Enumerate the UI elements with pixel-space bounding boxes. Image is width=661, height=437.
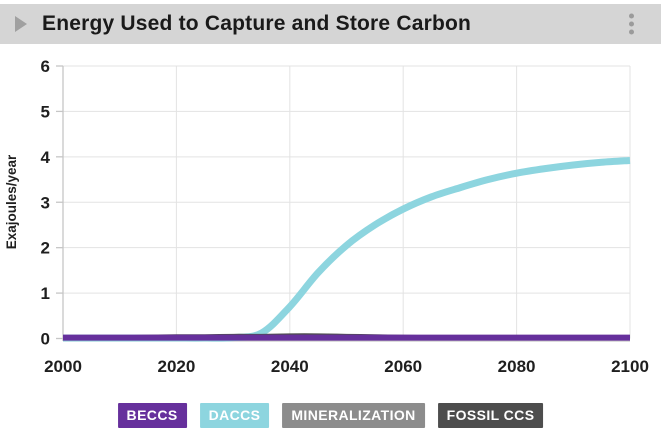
x-tick-label: 2000 (44, 357, 82, 376)
series-line-daccs (63, 156, 631, 342)
y-tick-label: 6 (41, 57, 50, 76)
y-tick-label: 1 (41, 284, 50, 303)
x-tick-label: 2060 (384, 357, 422, 376)
y-tick-label: 4 (41, 148, 51, 167)
chart-legend: BECCS DACCS MINERALIZATION FOSSIL CCS (117, 403, 544, 428)
y-tick-label: 3 (41, 193, 50, 212)
y-tick-label: 5 (41, 102, 50, 121)
chart-header: Energy Used to Capture and Store Carbon (0, 4, 661, 44)
x-tick-label: 2100 (611, 357, 649, 376)
y-tick-label: 0 (41, 330, 50, 349)
legend-item-beccs[interactable]: BECCS (117, 403, 187, 428)
legend-item-daccs[interactable]: DACCS (199, 403, 270, 428)
kebab-menu-icon[interactable] (626, 11, 637, 38)
y-tick-label: 2 (41, 239, 50, 258)
x-tick-label: 2080 (498, 357, 536, 376)
legend-item-fossil-ccs[interactable]: FOSSIL CCS (437, 403, 544, 428)
expand-arrow-icon[interactable] (15, 16, 27, 32)
chart-title: Energy Used to Capture and Store Carbon (42, 12, 472, 35)
x-tick-label: 2020 (157, 357, 195, 376)
legend-item-mineralization[interactable]: MINERALIZATION (282, 403, 425, 428)
y-axis-label: Exajoules/year (4, 154, 19, 249)
x-tick-label: 2040 (271, 357, 309, 376)
